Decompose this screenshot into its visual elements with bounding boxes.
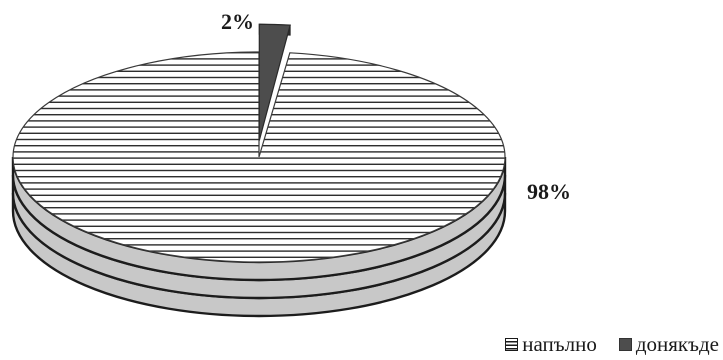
legend-label-full: напълно	[522, 331, 597, 356]
legend-item-full: напълно	[505, 332, 597, 357]
pie-slice-donyakade	[258, 23, 291, 141]
pie-slice-napalno	[12, 51, 506, 263]
label-group: 2% 98%	[221, 9, 571, 204]
legend-label-partial: донякъде	[635, 331, 719, 356]
legend-swatch-full	[505, 337, 519, 351]
legend-swatch-partial	[618, 337, 632, 351]
legend: напълно донякъде	[505, 330, 719, 358]
legend-item-partial: донякъде	[618, 331, 719, 357]
slice-label-napalno: 98%	[527, 179, 571, 204]
slice-label-donyakade: 2%	[221, 9, 254, 34]
pie-group	[11, 23, 507, 318]
